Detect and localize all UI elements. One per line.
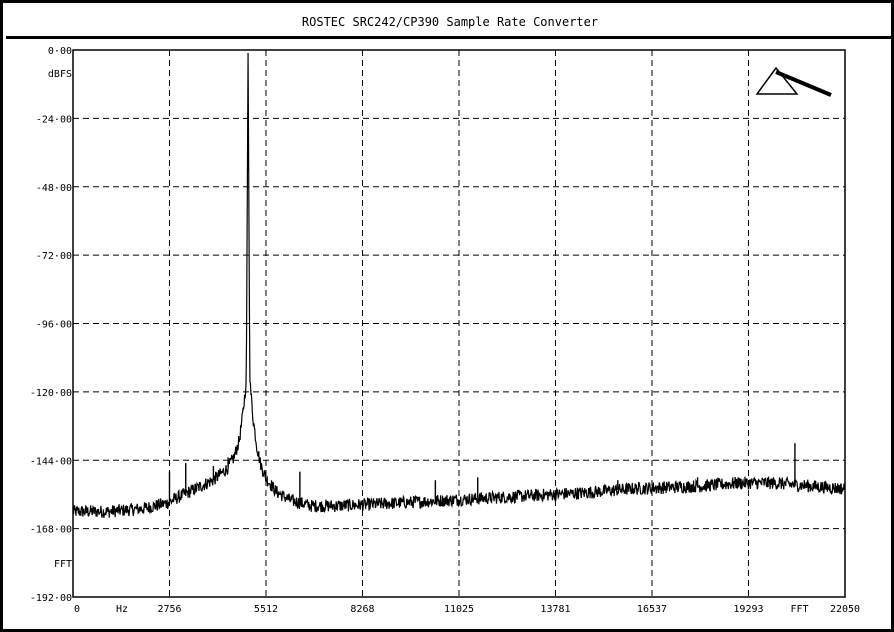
x-tick-label: 2756 — [157, 604, 181, 615]
grid-lines — [72, 49, 846, 598]
y-tick-label: -48·00 — [36, 183, 72, 194]
y-tick-label: -72·00 — [36, 251, 72, 262]
y-tick-label: -24·00 — [36, 114, 72, 125]
logo-icon — [755, 66, 832, 97]
axis-labels: 0 2756 5512 8268 11025 13781 16537 19293 22050 0·… — [30, 46, 860, 615]
y-tick-label: 0·00 — [48, 46, 72, 57]
y-tick-label: -120·00 — [30, 388, 72, 399]
y-tick-label: -96·00 — [36, 320, 72, 331]
window-title: ROSTEC SRC242/CP390 Sample Rate Converte… — [6, 6, 894, 39]
y-tick-label: -144·00 — [30, 456, 72, 467]
spectrum-trace — [72, 52, 846, 518]
x-tick-label: 13781 — [540, 604, 570, 615]
x-mode-label: FFT — [790, 604, 808, 615]
x-unit-label: Hz — [116, 604, 128, 615]
spectrum-line — [72, 52, 846, 518]
x-tick-label: 5512 — [254, 604, 278, 615]
y-tick-label: -192·00 — [30, 593, 72, 604]
y-mode-label: FFT — [54, 559, 72, 570]
y-unit-label: dBFS — [48, 69, 72, 80]
y-tick-label: -168·00 — [30, 525, 72, 536]
x-tick-label: 22050 — [830, 604, 860, 615]
x-tick-label: 19293 — [733, 604, 763, 615]
x-tick-label: 8268 — [350, 604, 374, 615]
x-tick-label: 11025 — [444, 604, 474, 615]
x-tick-label: 0 — [74, 604, 80, 615]
x-tick-label: 16537 — [637, 604, 667, 615]
